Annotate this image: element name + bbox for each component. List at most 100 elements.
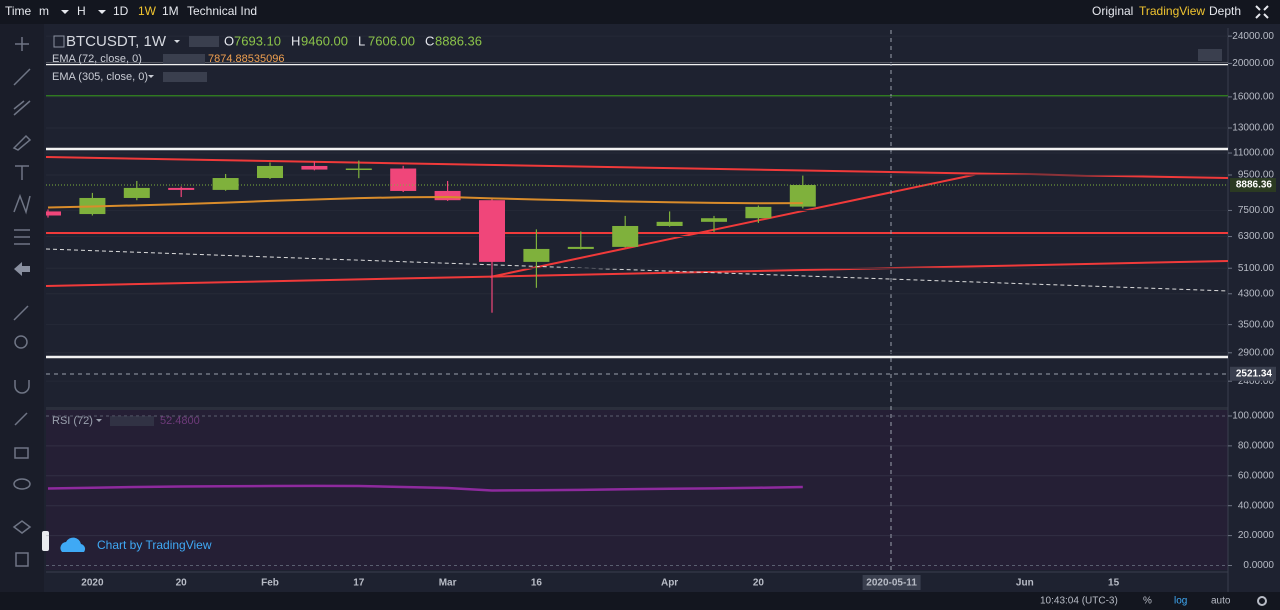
y-tick-label: 6300.00 bbox=[1238, 231, 1275, 242]
y-tick-label: 5100.00 bbox=[1238, 263, 1275, 274]
rsi-value: 52.4800 bbox=[160, 415, 200, 427]
legend-buttons[interactable] bbox=[163, 72, 207, 82]
y-tick-label: 0.0000 bbox=[1243, 560, 1274, 571]
x-tick-label: 16 bbox=[531, 578, 543, 589]
toolbar-button[interactable]: Technical Ind bbox=[187, 4, 257, 18]
view-tab[interactable]: Original bbox=[1092, 4, 1133, 18]
candle-body bbox=[656, 221, 683, 226]
magnet-tool[interactable] bbox=[14, 380, 30, 394]
branding[interactable]: Chart by TradingView bbox=[97, 538, 212, 552]
ema-line bbox=[47, 196, 803, 209]
x-tick-label: 17 bbox=[353, 578, 365, 589]
candle-body bbox=[212, 178, 239, 190]
pane-buttons[interactable] bbox=[1198, 49, 1222, 61]
candle-body bbox=[168, 187, 195, 190]
price-mark-box bbox=[1230, 178, 1276, 193]
ruler-tool[interactable] bbox=[13, 305, 29, 321]
y-tick-label: 2400.00 bbox=[1238, 376, 1275, 387]
legend-buttons[interactable] bbox=[163, 54, 205, 64]
pattern-tool[interactable] bbox=[13, 193, 31, 215]
pane-divider bbox=[46, 407, 1228, 410]
toolbar-button-active[interactable]: 1W bbox=[138, 4, 157, 18]
ohlc-letter: O bbox=[224, 33, 234, 48]
ohlc-value: 7606.00 bbox=[368, 33, 415, 48]
top-bar bbox=[0, 0, 1280, 24]
toolbar-button[interactable]: Time bbox=[5, 4, 32, 18]
pitchfork-tool[interactable] bbox=[13, 100, 31, 116]
candle-body bbox=[567, 246, 594, 249]
toolbar-button[interactable]: 1D bbox=[113, 4, 129, 18]
toolbar-button[interactable]: H bbox=[77, 4, 86, 18]
price-mark-box bbox=[1230, 366, 1276, 381]
candle-body bbox=[257, 165, 283, 179]
drawings bbox=[45, 30, 1229, 572]
auto-toggle[interactable]: auto bbox=[1211, 596, 1231, 607]
candle-body bbox=[523, 248, 550, 262]
y-tick-label: 9500.00 bbox=[1238, 170, 1275, 181]
visibility-tool[interactable] bbox=[13, 478, 31, 490]
rsi-legend[interactable]: RSI (72) bbox=[52, 415, 93, 427]
dropdown-arrow bbox=[96, 419, 102, 422]
dropdown-arrow bbox=[148, 75, 154, 78]
fib-tool[interactable] bbox=[14, 229, 30, 245]
ohlc-letter: C bbox=[425, 33, 434, 48]
legend-toggle[interactable] bbox=[53, 35, 65, 48]
text-tool[interactable] bbox=[15, 165, 29, 180]
view-tab-active[interactable]: TradingView bbox=[1139, 4, 1205, 18]
candle-body bbox=[789, 185, 816, 207]
lock-drawing-tool[interactable] bbox=[14, 412, 28, 426]
candle-body bbox=[390, 168, 417, 191]
y-tick-label: 16000.00 bbox=[1232, 92, 1274, 103]
line-tool[interactable] bbox=[13, 68, 31, 86]
candle-body bbox=[345, 168, 372, 171]
y-tick-label: 60.0000 bbox=[1238, 470, 1275, 481]
zoom-tool[interactable] bbox=[14, 335, 28, 349]
percent-toggle[interactable]: % bbox=[1143, 596, 1152, 607]
ema-value: 7874.88535096 bbox=[208, 53, 284, 65]
dropdown-arrow bbox=[174, 40, 180, 43]
x-tick-label: Feb bbox=[261, 578, 279, 589]
ohlc-letter: L bbox=[358, 33, 365, 48]
toolbar-button[interactable]: m bbox=[39, 4, 49, 18]
x-tick-label: 20 bbox=[753, 578, 765, 589]
x-tick-label: 2020 bbox=[81, 578, 104, 589]
symbol-label[interactable]: BTCUSDT, 1W bbox=[66, 33, 167, 50]
trend-line bbox=[45, 248, 1229, 292]
clock: 10:43:04 (UTC-3) bbox=[1040, 596, 1118, 607]
collapse-handle[interactable] bbox=[42, 531, 49, 551]
layers-tool[interactable] bbox=[12, 520, 32, 534]
ohlc-value: 8886.36 bbox=[435, 33, 482, 48]
ohlc-letter: H bbox=[291, 33, 300, 48]
view-tab[interactable]: Depth bbox=[1209, 4, 1241, 18]
candle-body bbox=[745, 206, 772, 219]
back-tool[interactable] bbox=[14, 262, 30, 276]
ema-legend[interactable]: EMA (72, close, 0) bbox=[52, 53, 142, 65]
trend-line bbox=[489, 173, 979, 278]
x-tick-label: Apr bbox=[661, 578, 678, 589]
ohlc-value: 9460.00 bbox=[301, 33, 348, 48]
toolbar-button[interactable]: 1M bbox=[162, 4, 179, 18]
trash-tool[interactable] bbox=[15, 552, 29, 567]
legend-buttons[interactable] bbox=[189, 36, 219, 47]
x-tick-label: 20 bbox=[176, 578, 188, 589]
legend-buttons[interactable] bbox=[110, 416, 154, 426]
y-tick-label: 3500.00 bbox=[1238, 319, 1275, 330]
status-bar bbox=[0, 592, 1280, 610]
ema-legend[interactable]: EMA (305, close, 0) bbox=[52, 71, 148, 83]
crosshair-tool[interactable] bbox=[15, 37, 29, 51]
x-tick-label: 2020-05-11 bbox=[866, 578, 917, 589]
fullscreen-button[interactable] bbox=[1255, 5, 1269, 19]
log-toggle[interactable]: log bbox=[1174, 596, 1187, 607]
brush-tool[interactable] bbox=[12, 134, 32, 151]
x-tick-label: Jun bbox=[1016, 578, 1034, 589]
toolbar-icons bbox=[12, 37, 49, 567]
y-tick-label: 100.0000 bbox=[1232, 411, 1274, 422]
lock-tool[interactable] bbox=[14, 447, 29, 459]
tradingview-logo[interactable] bbox=[60, 537, 86, 552]
y-tick-label: 20.0000 bbox=[1238, 530, 1275, 541]
y-tick-label: 7500.00 bbox=[1238, 205, 1275, 216]
left-toolbar bbox=[0, 24, 44, 592]
settings-button[interactable] bbox=[1257, 596, 1267, 606]
y-tick-label: 4300.00 bbox=[1238, 288, 1275, 299]
